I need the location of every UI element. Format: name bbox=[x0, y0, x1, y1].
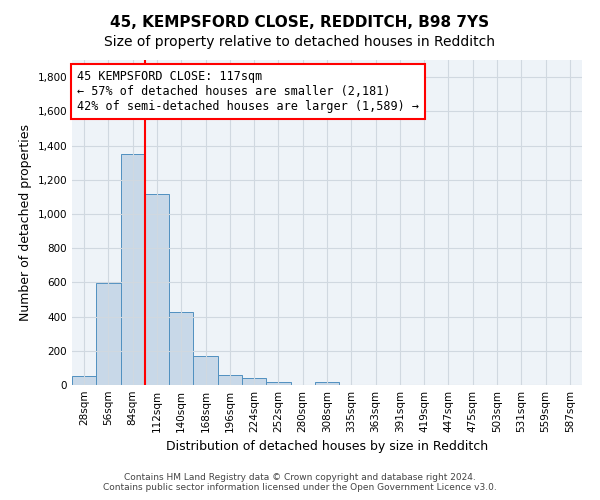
Bar bbox=[242, 378, 266, 385]
Text: 45 KEMPSFORD CLOSE: 117sqm
← 57% of detached houses are smaller (2,181)
42% of s: 45 KEMPSFORD CLOSE: 117sqm ← 57% of deta… bbox=[77, 70, 419, 113]
Bar bbox=[266, 382, 290, 385]
Y-axis label: Number of detached properties: Number of detached properties bbox=[19, 124, 32, 321]
Bar bbox=[96, 283, 121, 385]
Text: Contains HM Land Registry data © Crown copyright and database right 2024.
Contai: Contains HM Land Registry data © Crown c… bbox=[103, 473, 497, 492]
Text: Size of property relative to detached houses in Redditch: Size of property relative to detached ho… bbox=[104, 35, 496, 49]
Bar bbox=[169, 312, 193, 385]
Bar bbox=[193, 356, 218, 385]
Bar bbox=[72, 376, 96, 385]
X-axis label: Distribution of detached houses by size in Redditch: Distribution of detached houses by size … bbox=[166, 440, 488, 454]
Bar bbox=[145, 194, 169, 385]
Bar bbox=[218, 374, 242, 385]
Text: 45, KEMPSFORD CLOSE, REDDITCH, B98 7YS: 45, KEMPSFORD CLOSE, REDDITCH, B98 7YS bbox=[110, 15, 490, 30]
Bar bbox=[121, 154, 145, 385]
Bar bbox=[315, 382, 339, 385]
